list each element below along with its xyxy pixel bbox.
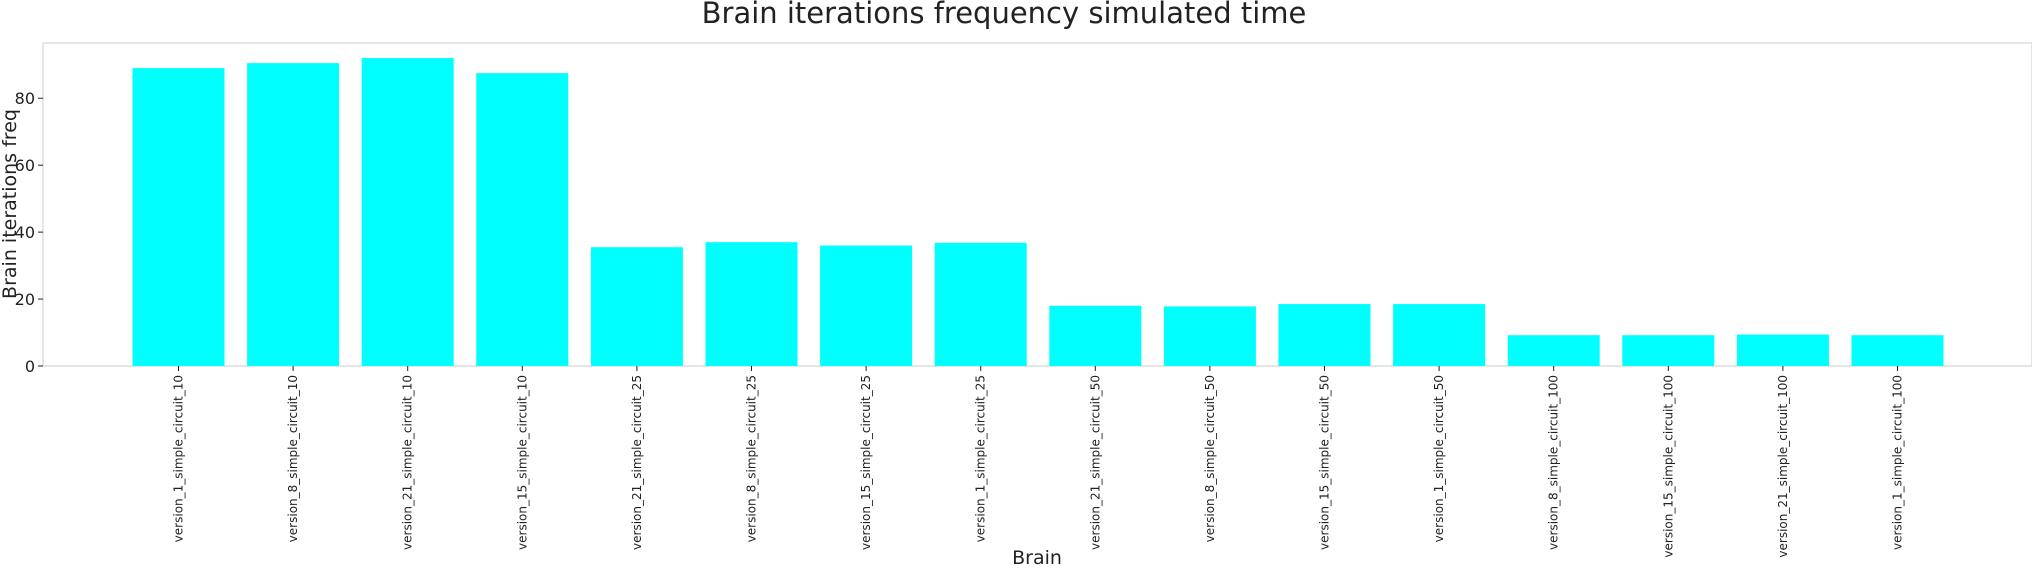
bar-version_8_simple_circuit_25 — [705, 242, 798, 366]
bar-version_8_simple_circuit_50 — [1163, 306, 1256, 366]
x-tick-label: version_1_simple_circuit_25 — [974, 375, 988, 542]
x-tick-label: version_21_simple_circuit_50 — [1088, 375, 1102, 550]
x-tick-label: version_15_simple_circuit_10 — [515, 375, 529, 550]
bar-version_21_simple_circuit_10 — [361, 58, 454, 367]
bar-version_21_simple_circuit_50 — [1049, 305, 1142, 366]
x-tick-label: version_15_simple_circuit_100 — [1661, 375, 1675, 558]
plot-frame — [42, 42, 2032, 367]
chart-title: Brain iterations frequency simulated tim… — [702, 0, 1307, 30]
bar-version_21_simple_circuit_100 — [1736, 334, 1829, 366]
bars — [132, 58, 1944, 367]
y-axis: 0 20 40 60 80 — [15, 89, 43, 376]
x-axis-label: Brain — [1012, 547, 1062, 568]
x-tick-label: version_8_simple_circuit_50 — [1203, 375, 1217, 542]
bar-version_1_simple_circuit_25 — [934, 242, 1027, 366]
bar-version_15_simple_circuit_50 — [1278, 304, 1371, 366]
x-tick-label: version_1_simple_circuit_50 — [1432, 375, 1446, 542]
x-tick-label: version_8_simple_circuit_25 — [745, 375, 759, 542]
x-tick-label: version_8_simple_circuit_10 — [286, 375, 300, 542]
bar-version_8_simple_circuit_10 — [247, 63, 340, 367]
x-tick-label: version_21_simple_circuit_100 — [1776, 375, 1790, 558]
x-tick-label: version_8_simple_circuit_100 — [1547, 375, 1561, 550]
x-tick-label: version_1_simple_circuit_100 — [1891, 375, 1905, 550]
y-axis-label: Brain iterations freq — [0, 109, 21, 299]
x-tick-label: version_21_simple_circuit_25 — [630, 375, 644, 550]
y-tick-label: 60 — [15, 156, 35, 175]
y-tick-label: 40 — [15, 223, 35, 242]
bar-version_15_simple_circuit_25 — [820, 245, 913, 366]
x-tick-label: version_15_simple_circuit_25 — [859, 375, 873, 550]
x-tick-label: version_1_simple_circuit_10 — [172, 375, 186, 542]
y-tick-label: 0 — [25, 357, 35, 376]
bar-version_1_simple_circuit_10 — [132, 68, 225, 366]
y-tick-label: 20 — [15, 290, 35, 309]
bar-version_8_simple_circuit_100 — [1507, 335, 1600, 366]
bar-version_21_simple_circuit_25 — [590, 247, 683, 366]
x-axis: version_1_simple_circuit_10 version_8_sim… — [172, 366, 1905, 558]
bar-version_1_simple_circuit_50 — [1393, 304, 1486, 366]
bar-version_15_simple_circuit_100 — [1622, 335, 1715, 366]
bar-version_1_simple_circuit_100 — [1851, 335, 1944, 366]
x-tick-label: version_21_simple_circuit_10 — [401, 375, 415, 550]
y-tick-label: 80 — [15, 89, 35, 108]
bar-version_15_simple_circuit_10 — [476, 73, 569, 366]
x-tick-label: version_15_simple_circuit_50 — [1318, 375, 1332, 550]
